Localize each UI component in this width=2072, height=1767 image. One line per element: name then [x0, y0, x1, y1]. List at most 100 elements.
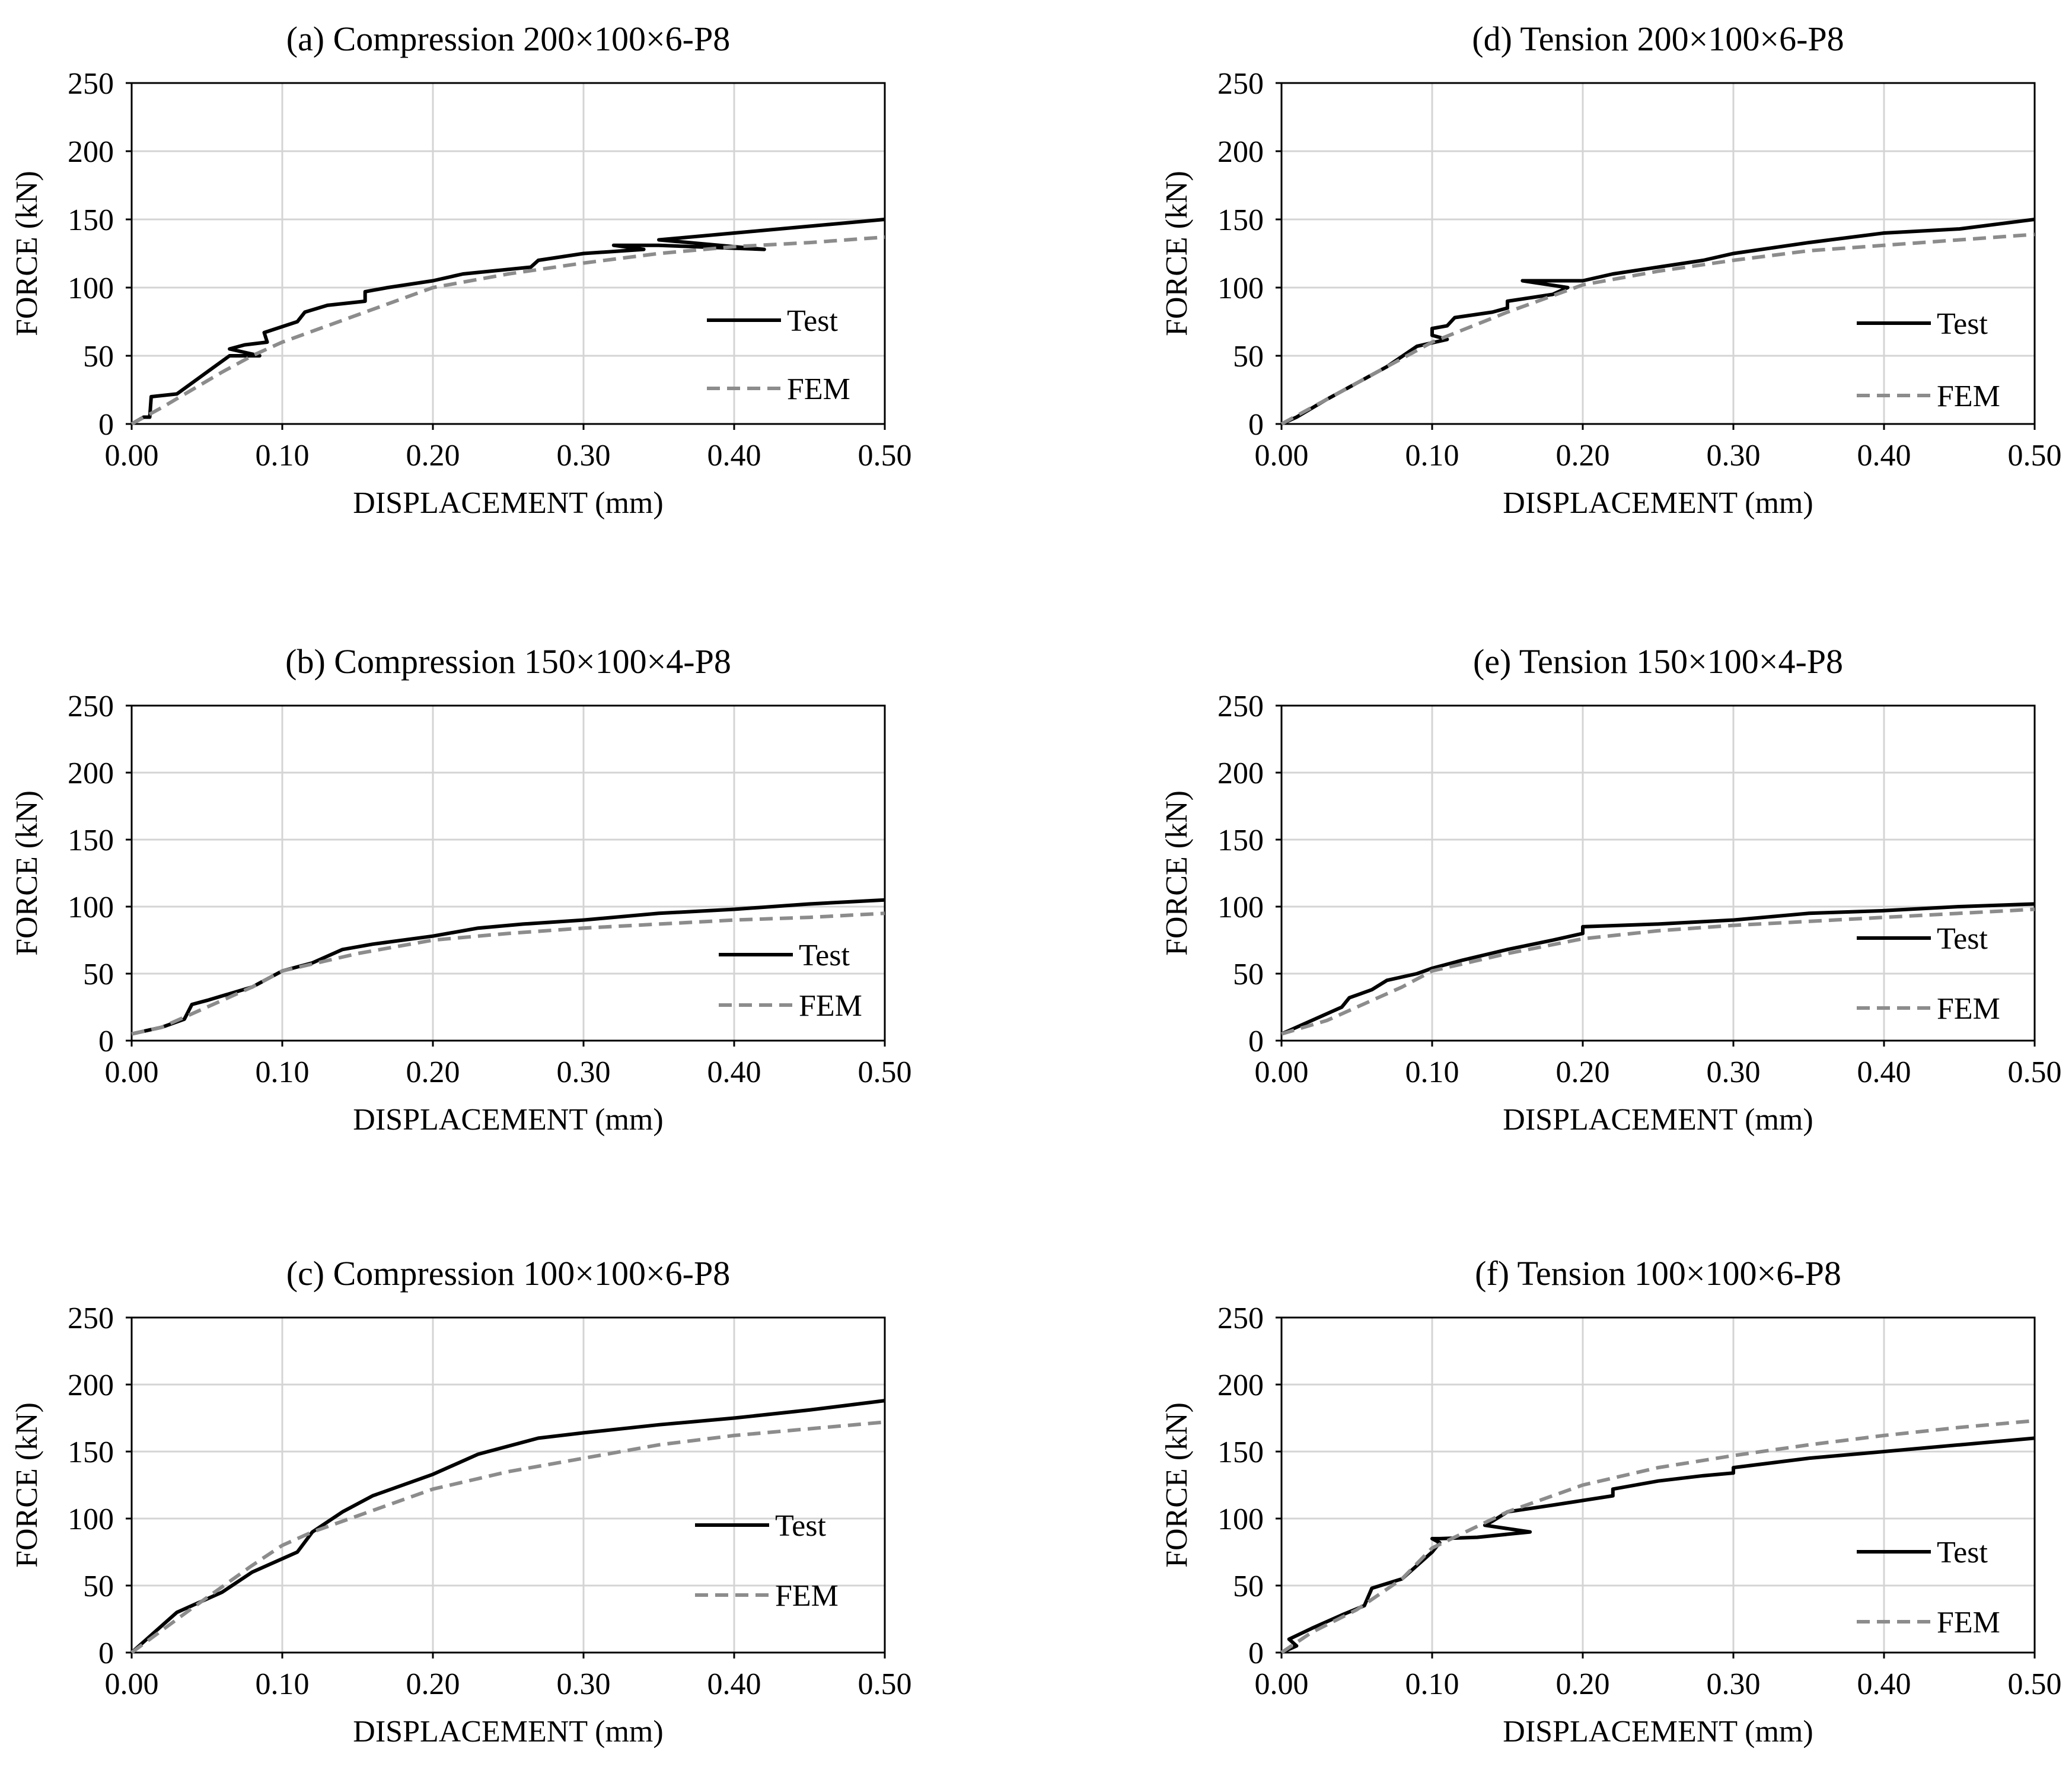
x-tick-label: 0.30 [557, 439, 611, 473]
y-tick-label: 250 [1217, 690, 1264, 723]
y-tick-label: 50 [83, 1570, 114, 1603]
chart-title: (b) Compression 150×100×4-P8 [285, 642, 731, 681]
x-tick-label: 0.30 [557, 1055, 611, 1089]
y-tick-label: 150 [68, 203, 114, 237]
y-tick-label: 200 [68, 135, 114, 169]
x-tick-label: 0.50 [2008, 1055, 2062, 1089]
y-tick-label: 0 [1248, 408, 1264, 442]
x-axis-title: DISPLACEMENT (mm) [353, 1103, 663, 1137]
chart-title: (a) Compression 200×100×6-P8 [286, 20, 730, 58]
chart-panel-0: (a) Compression 200×100×6-P8 0.00 0.10 0.20… [10, 20, 912, 520]
y-tick-label: 150 [68, 824, 114, 857]
y-tick-label: 200 [1217, 757, 1264, 790]
y-tick-label: 250 [1217, 67, 1264, 101]
x-tick-label: 0.10 [1405, 1667, 1459, 1701]
series-line-fem [130, 235, 885, 426]
y-axis-title: FORCE (kN) [1160, 171, 1194, 336]
plot-frame [1280, 1316, 2036, 1654]
y-tick-label: 250 [68, 67, 114, 101]
chart-title: (c) Compression 100×100×6-P8 [286, 1254, 730, 1293]
legend-label-test: Test [799, 939, 850, 972]
plot-frame [130, 82, 886, 425]
legend-label-fem: FEM [1937, 992, 2000, 1026]
x-tick-label: 0.50 [858, 1667, 912, 1701]
y-tick-label: 100 [68, 891, 114, 924]
x-tick-label: 0.10 [256, 1055, 310, 1089]
y-tick-label: 50 [1233, 958, 1264, 991]
y-axis-title: FORCE (kN) [10, 790, 44, 956]
legend-label-fem: FEM [787, 372, 850, 406]
x-tick-label: 0.00 [105, 1055, 159, 1089]
x-tick-label: 0.20 [406, 1055, 460, 1089]
chart-panel-1: (b) Compression 150×100×4-P8 0.00 0.10 0.20… [10, 642, 912, 1137]
plot-frame [1280, 704, 2036, 1042]
chart-title: (d) Tension 200×100×6-P8 [1472, 20, 1844, 58]
x-tick-label: 0.10 [256, 1667, 310, 1701]
x-tick-label: 0.20 [406, 1667, 460, 1701]
x-tick-label: 0.00 [1255, 1055, 1309, 1089]
legend-label-test: Test [775, 1509, 826, 1543]
y-tick-label: 0 [98, 1637, 114, 1670]
y-tick-label: 50 [1233, 340, 1264, 374]
series-line-fem [1281, 907, 2035, 1036]
y-tick-label: 150 [1217, 1436, 1264, 1469]
legend-label-test: Test [1937, 1536, 1988, 1570]
x-tick-label: 0.30 [1707, 1667, 1761, 1701]
x-tick-label: 0.20 [1556, 439, 1610, 473]
y-tick-label: 200 [1217, 1369, 1264, 1402]
series-line-fem [130, 1420, 885, 1654]
x-axis-title: DISPLACEMENT (mm) [353, 486, 663, 520]
y-tick-label: 150 [68, 1436, 114, 1469]
x-tick-label: 0.50 [858, 1055, 912, 1089]
legend-label-test: Test [1937, 307, 1988, 341]
y-tick-label: 250 [68, 1302, 114, 1335]
x-axis-title: DISPLACEMENT (mm) [1503, 486, 1813, 520]
y-tick-label: 200 [1217, 135, 1264, 169]
x-tick-label: 0.10 [1405, 1055, 1459, 1089]
x-axis-title: DISPLACEMENT (mm) [1503, 1103, 1813, 1137]
x-tick-label: 0.50 [2008, 1667, 2062, 1701]
y-tick-label: 150 [1217, 824, 1264, 857]
legend-label-fem: FEM [1937, 1606, 2000, 1640]
x-tick-label: 0.10 [1405, 439, 1459, 473]
y-axis-title: FORCE (kN) [1160, 1402, 1194, 1568]
y-tick-label: 0 [98, 1025, 114, 1058]
chart-panel-4: (e) Tension 150×100×4-P8 0.00 0.10 0.20 0.30… [1160, 642, 2062, 1137]
x-tick-label: 0.00 [105, 1667, 159, 1701]
series-line-fem [1280, 232, 2035, 426]
x-axis-title: DISPLACEMENT (mm) [353, 1715, 663, 1749]
chart-title: (f) Tension 100×100×6-P8 [1475, 1254, 1841, 1293]
series-line-test [130, 1399, 885, 1654]
series-line-test [130, 218, 885, 426]
y-tick-label: 200 [68, 757, 114, 790]
y-tick-label: 0 [1248, 1025, 1264, 1058]
y-axis-title: FORCE (kN) [1160, 790, 1194, 956]
legend-label-test: Test [787, 304, 838, 338]
y-tick-label: 100 [1217, 272, 1264, 305]
y-axis-title: FORCE (kN) [10, 171, 44, 336]
legend-label-test: Test [1937, 922, 1988, 956]
x-tick-label: 0.30 [1707, 1055, 1761, 1089]
x-tick-label: 0.40 [1857, 439, 1911, 473]
y-tick-label: 200 [68, 1369, 114, 1402]
chart-panel-5: (f) Tension 100×100×6-P8 0.00 0.10 0.20 0.30… [1160, 1254, 2062, 1749]
y-tick-label: 50 [1233, 1570, 1264, 1603]
x-tick-label: 0.10 [256, 439, 310, 473]
y-tick-label: 100 [1217, 891, 1264, 924]
x-tick-label: 0.00 [1255, 1667, 1309, 1701]
x-tick-label: 0.00 [1255, 439, 1309, 473]
legend-label-fem: FEM [1937, 379, 2000, 413]
x-tick-label: 0.40 [707, 439, 761, 473]
y-axis-title: FORCE (kN) [10, 1402, 44, 1568]
plot-frame [130, 1316, 886, 1654]
x-tick-label: 0.20 [1556, 1055, 1610, 1089]
y-tick-label: 250 [1217, 1302, 1264, 1335]
plot-frame [1280, 82, 2036, 425]
x-tick-label: 0.50 [858, 439, 912, 473]
y-tick-label: 0 [1248, 1637, 1264, 1670]
series-line-test [1280, 902, 2035, 1036]
chart-panel-2: (c) Compression 100×100×6-P8 0.00 0.10 0.20… [10, 1254, 912, 1749]
series-line-test [131, 898, 885, 1036]
x-tick-label: 0.40 [707, 1667, 761, 1701]
